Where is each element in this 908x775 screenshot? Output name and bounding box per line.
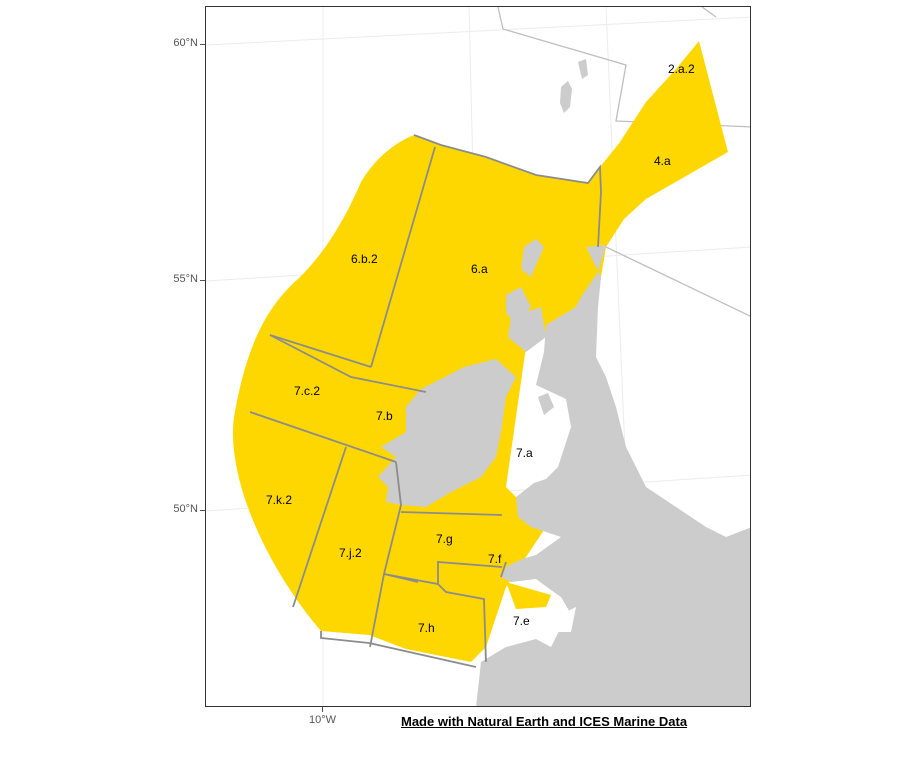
area-label-2a2: 2.a.2 [668,62,695,76]
land [378,59,750,706]
lon-tick-10w [322,707,323,712]
area-label-7j2: 7.j.2 [339,546,362,560]
lat-label-55: 55°N [173,273,198,285]
france-land [476,547,750,706]
lat-tick-55 [200,280,205,281]
area-label-7h: 7.h [418,621,435,635]
lat-tick-60 [200,44,205,45]
area-label-7c2: 7.c.2 [294,384,320,398]
sea-patches [556,607,576,632]
map-panel: 2.a.2 4.a 6.b.2 6.a 7.c.2 7.b 7.a 7.k.2 … [205,6,751,707]
area-label-4a: 4.a [654,154,671,168]
ices-areas [232,41,728,662]
area-label-7e: 7.e [513,614,530,628]
area-label-6a: 6.a [471,262,488,276]
area-label-6b2: 6.b.2 [351,252,378,266]
ireland-land [378,359,516,507]
map-credit: Made with Natural Earth and ICES Marine … [401,714,688,729]
map-canvas: 2.a.2 4.a 6.b.2 6.a 7.c.2 7.b 7.a 7.k.2 … [206,7,750,706]
area-borders [249,134,602,668]
area-label-7k2: 7.k.2 [266,493,292,507]
lat-label-60: 60°N [173,37,198,49]
lat-label-50: 50°N [173,503,198,515]
area-labels: 2.a.2 4.a 6.b.2 6.a 7.c.2 7.b 7.a 7.k.2 … [266,62,695,635]
area-label-7f: 7.f [488,552,502,566]
lon-label-10w: 10°W [309,714,337,726]
area-label-7a: 7.a [516,446,533,460]
lat-tick-50 [200,510,205,511]
area-label-7b: 7.b [376,409,393,423]
area-label-7g: 7.g [436,532,453,546]
